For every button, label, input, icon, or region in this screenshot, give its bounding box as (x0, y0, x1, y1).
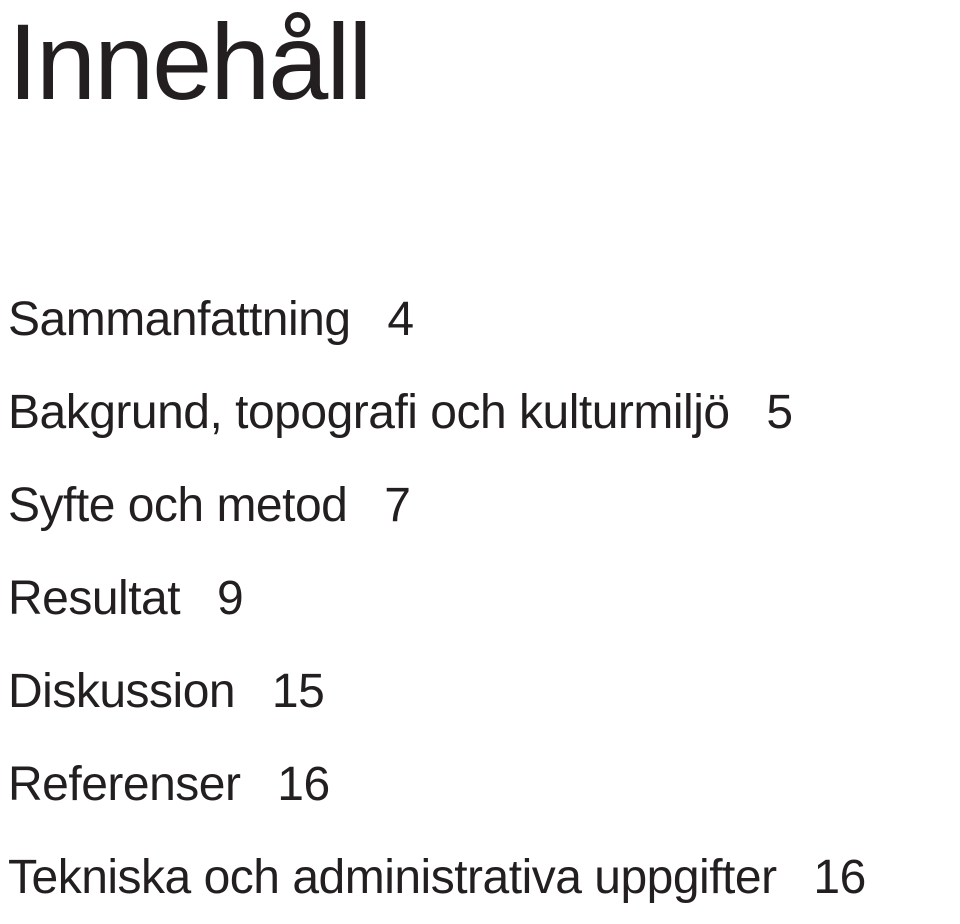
toc-item-label: Bakgrund, topografi och kulturmiljö (8, 386, 730, 439)
toc-item-page: 15 (272, 665, 324, 718)
toc-item: Referenser 16 (8, 761, 952, 809)
toc-item-label: Referenser (8, 758, 240, 811)
toc-item-page: 9 (217, 572, 243, 625)
toc-item-label: Tekniska och administrativa uppgifter (8, 851, 777, 904)
toc-item: Sammanfattning 4 (8, 296, 952, 344)
toc-item: Resultat 9 (8, 575, 952, 623)
toc-item-page: 16 (277, 758, 329, 811)
toc-item-label: Diskussion (8, 665, 235, 718)
toc-list: Sammanfattning 4 Bakgrund, topografi och… (8, 296, 952, 902)
toc-item: Syfte och metod 7 (8, 482, 952, 530)
toc-item-page: 16 (813, 851, 865, 904)
toc-item-page: 7 (384, 479, 410, 532)
toc-item-page: 5 (766, 386, 792, 439)
toc-item-label: Sammanfattning (8, 293, 351, 346)
toc-item: Tekniska och administrativa uppgifter 16 (8, 854, 952, 902)
toc-item-label: Syfte och metod (8, 479, 347, 532)
toc-item-page: 4 (387, 293, 413, 346)
page-title: Innehåll (8, 8, 952, 116)
toc-item-label: Resultat (8, 572, 180, 625)
toc-item: Bakgrund, topografi och kulturmiljö 5 (8, 389, 952, 437)
toc-item: Diskussion 15 (8, 668, 952, 716)
